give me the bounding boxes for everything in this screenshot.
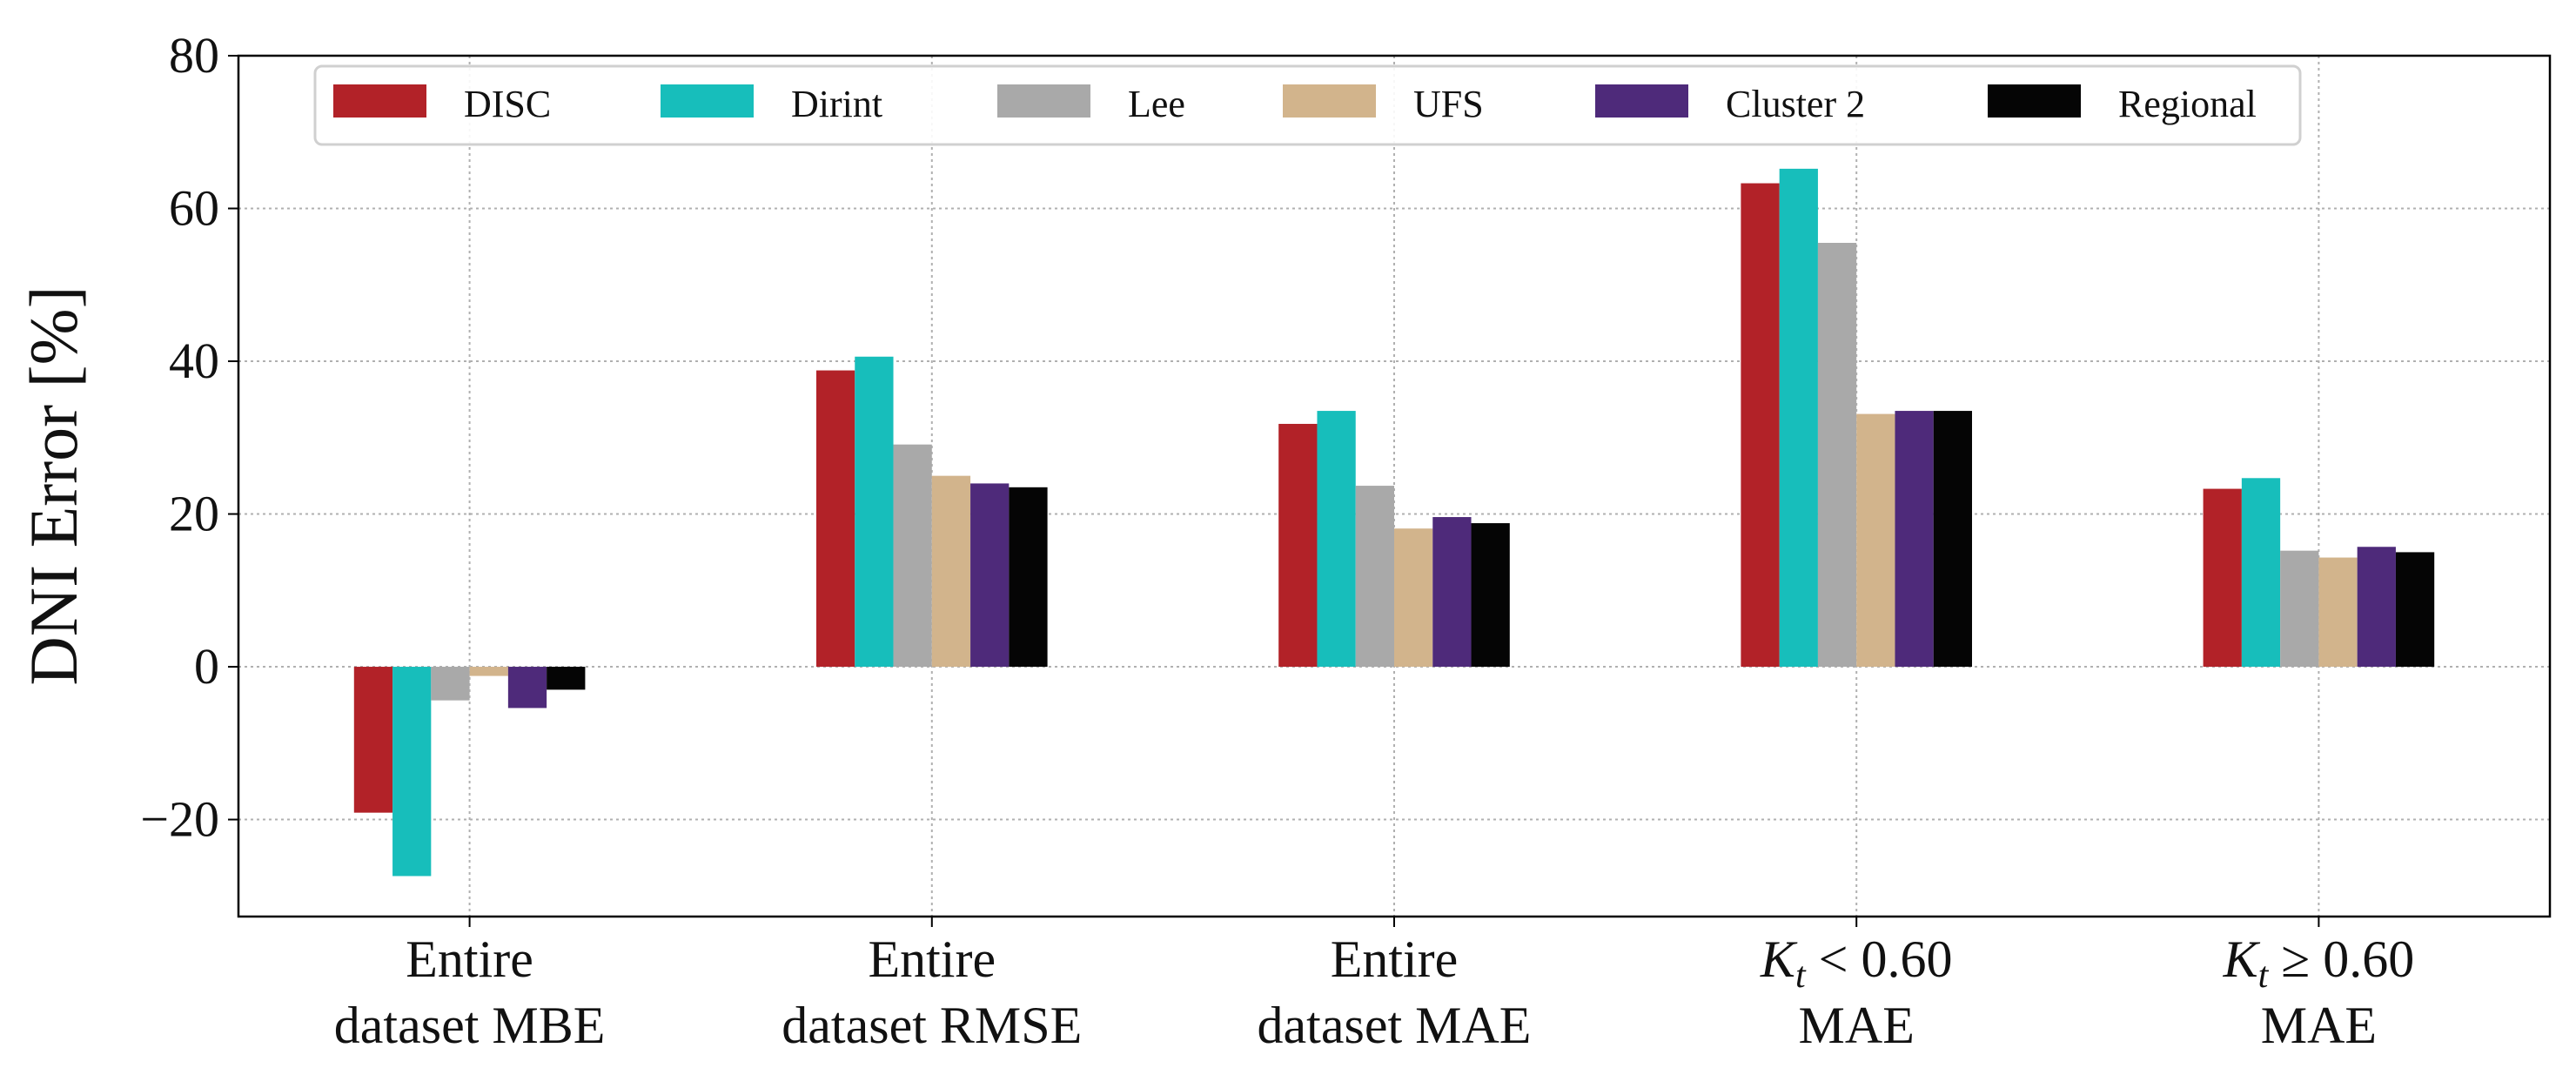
bar-ufs bbox=[469, 667, 508, 676]
x-tick-label-line2: MAE bbox=[1799, 997, 1915, 1054]
x-tick-label-line1: Entire bbox=[406, 930, 533, 988]
legend-label: Regional bbox=[2118, 83, 2257, 125]
bar-cluster-2 bbox=[1895, 411, 1934, 668]
bar-regional bbox=[2395, 552, 2435, 668]
bar-cluster-2 bbox=[970, 483, 1010, 668]
bar-lee bbox=[893, 444, 932, 668]
x-tick-label: Entire dataset RMSE bbox=[782, 930, 1082, 1054]
legend-swatch bbox=[997, 84, 1090, 118]
x-tick-label-line1: Kt < 0.60 bbox=[1760, 930, 1953, 996]
x-tick-label: Entire dataset MAE bbox=[1258, 930, 1532, 1054]
legend: DISC Dirint Lee UFS Cluster 2 Regional bbox=[313, 64, 2302, 146]
legend-label: Dirint bbox=[791, 83, 882, 125]
bar-cluster-2 bbox=[1432, 517, 1472, 668]
bar-lee bbox=[2280, 550, 2319, 668]
y-tick-label: 20 bbox=[169, 486, 219, 542]
legend-swatch bbox=[333, 84, 426, 118]
x-tick-label-line2: dataset MAE bbox=[1258, 997, 1532, 1054]
bar-cluster-2 bbox=[507, 667, 547, 709]
x-tick-label-line1: Kt ≥ 0.60 bbox=[2223, 930, 2415, 996]
y-tick-label: 60 bbox=[169, 180, 219, 237]
bar-regional bbox=[547, 667, 586, 690]
x-tick-label: Entire dataset MBE bbox=[334, 930, 606, 1054]
x-tick-label-line2: MAE bbox=[2261, 997, 2377, 1054]
bar-lee bbox=[431, 667, 470, 701]
legend-swatch bbox=[661, 84, 754, 118]
bar-lee bbox=[1817, 243, 1857, 668]
x-tick-label-line1: Entire bbox=[868, 930, 996, 988]
y-tick-label: 40 bbox=[169, 332, 219, 389]
bar-cluster-2 bbox=[2357, 547, 2396, 668]
bar-ufs bbox=[2318, 557, 2358, 668]
legend-label: DISC bbox=[464, 83, 551, 125]
legend-label: Cluster 2 bbox=[1726, 83, 1865, 125]
bar-regional bbox=[1933, 411, 1972, 668]
bar-dirint bbox=[1779, 168, 1818, 668]
legend-label: UFS bbox=[1413, 83, 1484, 125]
bar-dirint bbox=[2241, 478, 2281, 668]
plot-frame bbox=[237, 54, 2552, 918]
x-tick-label-line2: dataset MBE bbox=[334, 997, 606, 1054]
y-tick-label: 80 bbox=[169, 27, 219, 84]
bar-disc bbox=[1278, 423, 1318, 668]
legend-swatch bbox=[1988, 84, 2081, 118]
bar-dirint bbox=[855, 356, 894, 668]
bar-lee bbox=[1355, 486, 1394, 668]
y-axis-label: DNI Error [%] bbox=[16, 285, 91, 685]
x-tick-label-line1: Entire bbox=[1331, 930, 1459, 988]
y-tick-label: 0 bbox=[194, 638, 219, 695]
bar-disc bbox=[1741, 183, 1780, 668]
bar-regional bbox=[1471, 523, 1510, 668]
bar-ufs bbox=[1394, 528, 1433, 668]
bar-dirint bbox=[392, 667, 432, 877]
y-tick-labels: −20 0 20 40 60 80 bbox=[140, 27, 219, 848]
bar-disc bbox=[2203, 488, 2242, 668]
legend-swatch bbox=[1595, 84, 1688, 118]
bar-dirint bbox=[1317, 411, 1356, 668]
y-tick-label: −20 bbox=[140, 791, 219, 848]
bar-ufs bbox=[1856, 413, 1895, 668]
axes bbox=[228, 54, 2552, 927]
bar-disc bbox=[816, 370, 855, 668]
bar-ufs bbox=[931, 475, 971, 668]
legend-label: Lee bbox=[1128, 83, 1185, 125]
bar-regional bbox=[1009, 487, 1048, 668]
bar-disc bbox=[353, 667, 393, 813]
bars bbox=[353, 168, 2435, 877]
x-tick-label-line2: dataset RMSE bbox=[782, 997, 1082, 1054]
legend-swatch bbox=[1283, 84, 1376, 118]
